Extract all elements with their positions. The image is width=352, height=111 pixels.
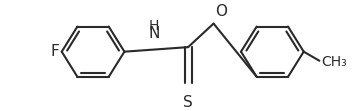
Text: N: N [149, 26, 160, 41]
Text: CH₃: CH₃ [321, 55, 347, 69]
Text: O: O [215, 4, 227, 19]
Text: F: F [50, 44, 59, 59]
Text: S: S [183, 95, 193, 110]
Text: H: H [149, 19, 159, 33]
